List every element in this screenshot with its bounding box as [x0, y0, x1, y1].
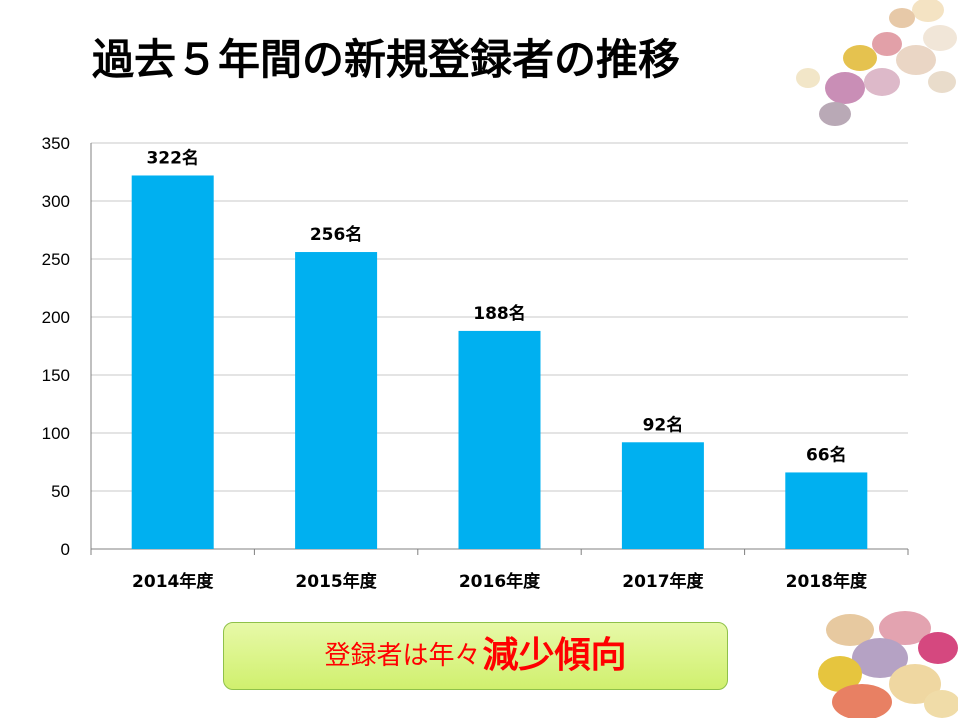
trend-callout: 登録者は年々 減少傾向 — [223, 622, 728, 690]
x-category-label: 2016年度 — [459, 571, 541, 592]
data-label: 188名 — [473, 303, 526, 324]
y-tick-label: 200 — [42, 308, 70, 327]
y-tick-label: 300 — [42, 192, 70, 211]
x-category-label: 2017年度 — [622, 571, 704, 592]
callout-lead-text: 登録者は年々 — [324, 641, 481, 671]
bar — [785, 472, 868, 549]
y-tick-label: 0 — [61, 540, 70, 559]
callout-emphasis-text: 減少傾向 — [482, 635, 627, 676]
y-tick-label: 250 — [42, 250, 70, 269]
x-category-label: 2018年度 — [786, 571, 868, 592]
y-tick-label: 50 — [51, 482, 70, 501]
x-category-label: 2015年度 — [295, 571, 377, 592]
bar — [131, 175, 214, 550]
page-title: 過去５年間の新規登録者の推移 — [92, 35, 681, 84]
bar — [295, 252, 378, 550]
candy-image-top — [796, 0, 957, 126]
bar — [458, 330, 541, 549]
x-category-label: 2014年度 — [132, 571, 214, 592]
y-tick-label: 150 — [42, 366, 70, 385]
data-label: 322名 — [146, 147, 199, 168]
candy-image-bottom — [818, 611, 958, 718]
y-tick-label: 350 — [42, 134, 70, 153]
data-label: 256名 — [310, 224, 363, 245]
bar — [621, 442, 704, 549]
data-label: 66名 — [806, 444, 847, 465]
y-tick-label: 100 — [42, 424, 70, 443]
bar-chart: 0 50 100 150 200 250 300 350 322名 2014年度 256名 2015年… — [42, 134, 909, 592]
data-label: 92名 — [643, 414, 684, 435]
